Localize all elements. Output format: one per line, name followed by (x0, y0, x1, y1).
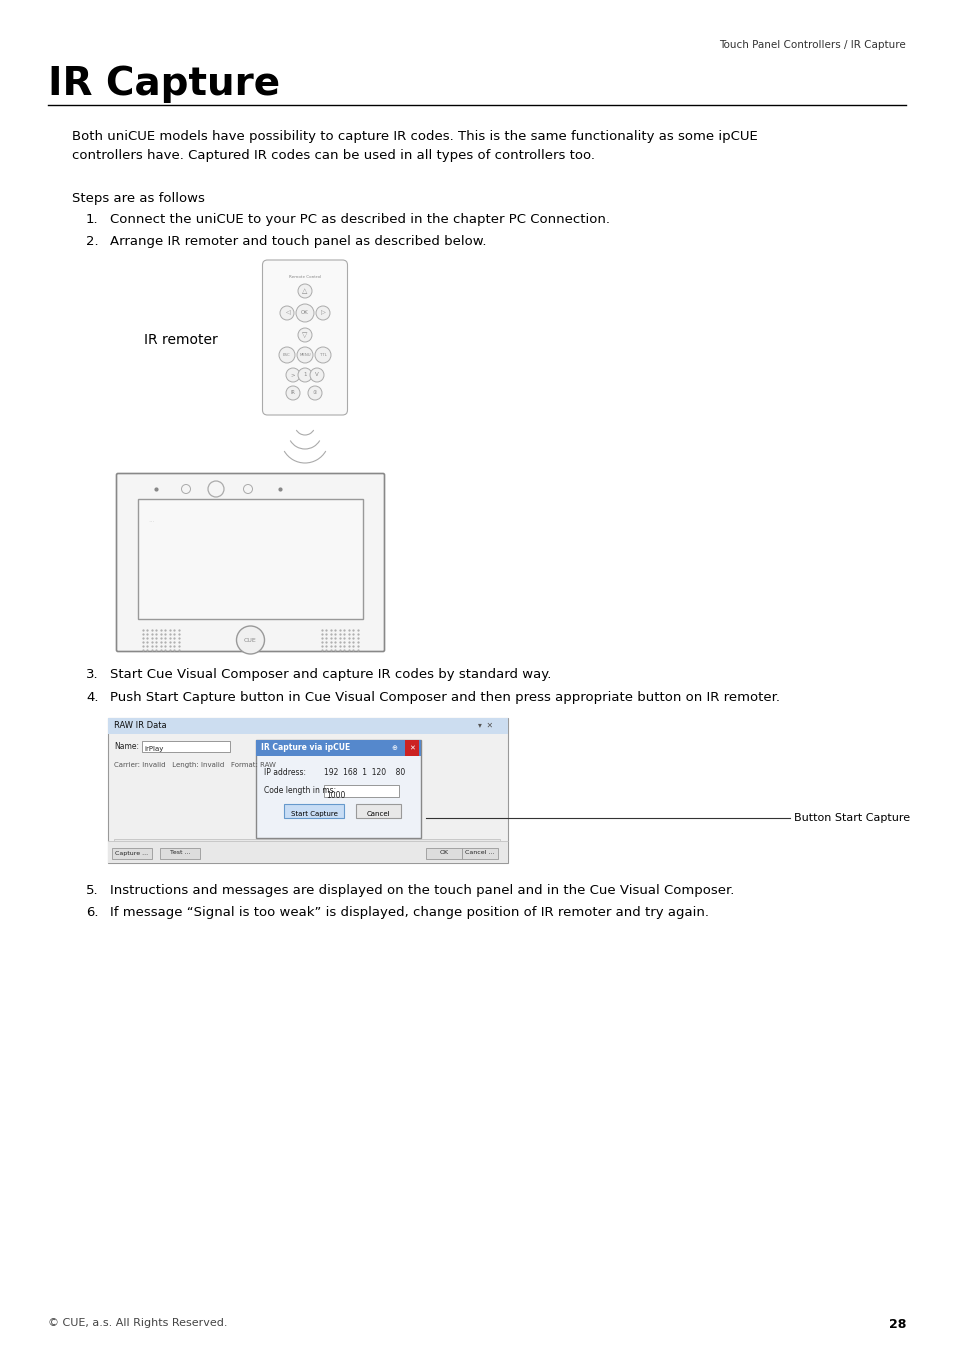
Text: Touch Panel Controllers / IR Capture: Touch Panel Controllers / IR Capture (719, 40, 905, 50)
Text: ◁: ◁ (284, 310, 289, 316)
Text: 1: 1 (303, 373, 307, 378)
Text: ⊕: ⊕ (391, 745, 396, 751)
Bar (324, 784, 398, 796)
Circle shape (297, 284, 312, 298)
Text: Start Cue Visual Composer and capture IR codes by standard way.: Start Cue Visual Composer and capture IR… (110, 668, 551, 680)
Text: Button Start Capture: Button Start Capture (793, 813, 909, 823)
Text: 28: 28 (887, 1318, 905, 1331)
Circle shape (278, 347, 294, 363)
Circle shape (208, 481, 224, 497)
Circle shape (315, 306, 330, 320)
Text: irPlay: irPlay (144, 747, 163, 752)
Text: Connect the uniCUE to your PC as described in the chapter PC Connection.: Connect the uniCUE to your PC as describ… (110, 213, 609, 225)
Bar (284, 805, 344, 818)
Circle shape (236, 626, 264, 653)
Text: IR: IR (291, 390, 295, 396)
Circle shape (308, 386, 322, 400)
Text: Name:: Name: (113, 743, 139, 751)
Bar (405, 740, 418, 756)
Text: RAW IR Data: RAW IR Data (113, 721, 167, 730)
Text: IR Capture via ipCUE: IR Capture via ipCUE (261, 744, 350, 752)
Bar (355, 805, 400, 818)
Text: Test ...: Test ... (170, 850, 190, 856)
Bar (112, 848, 152, 859)
FancyBboxPatch shape (262, 261, 347, 414)
Circle shape (295, 304, 314, 323)
Circle shape (297, 328, 312, 342)
Bar (426, 848, 461, 859)
Text: If message “Signal is too weak” is displayed, change position of IR remoter and : If message “Signal is too weak” is displ… (110, 906, 708, 919)
Bar (160, 848, 200, 859)
Text: IR Capture: IR Capture (48, 65, 280, 103)
Text: Both uniCUE models have possibility to capture IR codes. This is the same functi: Both uniCUE models have possibility to c… (71, 130, 757, 162)
Text: 192  168  1  120    80: 192 168 1 120 80 (324, 768, 405, 778)
Text: ①: ① (313, 390, 316, 396)
Circle shape (310, 369, 324, 382)
Text: OK: OK (301, 310, 309, 316)
Text: 1.: 1. (86, 213, 98, 225)
Text: ✕: ✕ (409, 745, 415, 751)
FancyBboxPatch shape (116, 474, 384, 652)
Text: Capture ...: Capture ... (115, 850, 149, 856)
Bar (255, 740, 420, 756)
Bar (461, 848, 497, 859)
Circle shape (286, 386, 299, 400)
Text: © CUE, a.s. All Rights Reserved.: © CUE, a.s. All Rights Reserved. (48, 1318, 227, 1328)
Bar (255, 740, 420, 838)
Circle shape (181, 485, 191, 494)
Bar (108, 718, 507, 863)
Circle shape (280, 306, 294, 320)
Bar (113, 838, 499, 846)
Text: ESC: ESC (283, 352, 291, 356)
Bar (108, 841, 507, 863)
Bar (138, 500, 363, 620)
Text: 2.: 2. (86, 235, 98, 248)
Bar (142, 741, 230, 752)
Text: TTL: TTL (319, 352, 326, 356)
Text: IP address:: IP address: (264, 768, 306, 778)
Bar (108, 718, 507, 734)
Text: Push Start Capture button in Cue Visual Composer and then press appropriate butt: Push Start Capture button in Cue Visual … (110, 691, 780, 703)
Text: △: △ (302, 288, 308, 294)
Text: Carrier: Invalid   Length: Invalid   Format: RAW: Carrier: Invalid Length: Invalid Format:… (113, 761, 275, 768)
Text: Start Capture: Start Capture (291, 811, 337, 817)
Text: Remote Control: Remote Control (289, 275, 321, 279)
Text: ▷: ▷ (320, 310, 325, 316)
Text: Code length in ms:: Code length in ms: (264, 786, 335, 795)
Text: IR remoter: IR remoter (144, 333, 218, 347)
Text: 4.: 4. (86, 691, 98, 703)
Text: ...: ... (148, 517, 154, 522)
Circle shape (314, 347, 331, 363)
Circle shape (297, 369, 312, 382)
Text: 1000: 1000 (326, 791, 345, 801)
Text: Instructions and messages are displayed on the touch panel and in the Cue Visual: Instructions and messages are displayed … (110, 884, 734, 896)
Text: OK: OK (439, 850, 448, 856)
Text: Arrange IR remoter and touch panel as described below.: Arrange IR remoter and touch panel as de… (110, 235, 486, 248)
Text: ▾  ✕: ▾ ✕ (477, 721, 493, 730)
Text: V: V (314, 373, 318, 378)
Text: Cancel: Cancel (366, 811, 390, 817)
Text: MENU: MENU (299, 352, 311, 356)
Text: 6.: 6. (86, 906, 98, 919)
Text: 3.: 3. (86, 668, 98, 680)
Text: 5.: 5. (86, 884, 98, 896)
Text: Cancel ...: Cancel ... (465, 850, 495, 856)
Text: >: > (291, 373, 295, 378)
Circle shape (243, 485, 253, 494)
Text: CUE: CUE (244, 637, 256, 643)
Circle shape (286, 369, 299, 382)
Text: ▽: ▽ (302, 332, 308, 338)
Text: Steps are as follows: Steps are as follows (71, 192, 205, 205)
Circle shape (296, 347, 313, 363)
